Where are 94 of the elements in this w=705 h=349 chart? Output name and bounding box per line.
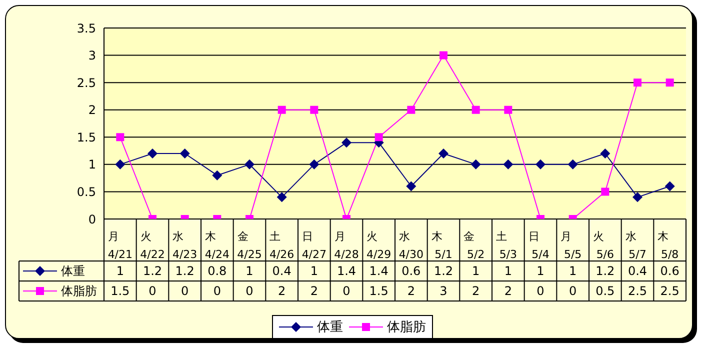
data-label: 0.6: [659, 263, 680, 280]
x-tick-label: 火 5/6: [593, 230, 614, 261]
data-label: 1: [536, 263, 546, 280]
point: [212, 170, 222, 180]
data-label: 1.2: [594, 263, 616, 280]
legend-label: 体重: [61, 262, 85, 280]
data-label: 0: [244, 283, 254, 300]
x-tick-label: 月 5/5: [560, 230, 582, 261]
data-label: 0: [568, 283, 578, 300]
point: [276, 192, 287, 202]
data-label: 1.5: [110, 283, 131, 300]
x-tick-label: 木 5/8: [658, 230, 679, 261]
point: [438, 148, 448, 159]
x-tick-label: 金 4/25: [237, 230, 262, 261]
data-label: 0: [180, 283, 190, 300]
x-tick-label: 金 5/2: [464, 230, 485, 261]
y-tick-label: 3: [88, 48, 96, 63]
x-tick-label: 火 4/29: [366, 230, 392, 261]
data-label: 0.8: [206, 263, 228, 280]
point: [601, 188, 610, 196]
y-tick-label: 2.5: [76, 76, 96, 90]
data-label: 1.4: [368, 263, 390, 280]
x-tick-label: 火 4/22: [140, 230, 165, 261]
x-tick-label: 木 5/1: [431, 230, 452, 261]
data-label: 0: [536, 283, 546, 300]
x-tick-label: 月 4/28: [334, 230, 359, 261]
y-tick-label: 2: [88, 103, 96, 118]
point: [148, 148, 158, 159]
data-label: 1.4: [336, 263, 358, 280]
point: [342, 138, 352, 148]
data-label: 1: [568, 263, 578, 280]
data-label: 2.5: [626, 283, 648, 300]
point: [180, 148, 190, 159]
data-label: 2: [309, 283, 319, 300]
point: [632, 192, 642, 202]
data-label: 1.2: [142, 263, 164, 280]
point: [568, 159, 578, 170]
x-tick-label: 土 4/26: [269, 230, 294, 261]
data-label: 2.5: [659, 283, 680, 300]
y-tick-label: 1.5: [76, 130, 96, 144]
x-tick-label: 日 4/27: [302, 230, 327, 261]
data-label: 0: [148, 283, 158, 300]
y-tick-label: 0.5: [76, 184, 96, 199]
point: [374, 133, 383, 142]
x-tick-label: 水 4/23: [172, 230, 198, 261]
data-label: 3: [438, 283, 448, 300]
x-tick-label: 木 4/24: [204, 230, 230, 261]
data-label: 0: [342, 283, 352, 300]
point: [666, 78, 674, 87]
data-label: 0.4: [626, 263, 648, 280]
point: [407, 106, 416, 114]
data-label: 1: [115, 263, 125, 280]
point: [244, 159, 254, 170]
point: [278, 106, 286, 114]
data-label: 2: [277, 283, 287, 300]
y-tick-label: 1: [88, 158, 96, 172]
data-label: 1: [503, 263, 513, 280]
x-tick-label: 月 4/21: [108, 230, 133, 261]
point: [472, 106, 480, 114]
x-tick-label: 水 4/30: [398, 230, 424, 261]
point: [309, 159, 320, 170]
x-tick-label: 日 5/4: [528, 230, 550, 261]
data-label: 1: [244, 263, 254, 280]
data-label: 2: [471, 283, 481, 300]
x-tick-label: 水 5/7: [625, 230, 646, 261]
legend-label: 体脂肪: [61, 282, 97, 300]
point: [116, 133, 124, 142]
data-label: 0.5: [594, 283, 616, 300]
data-label: 0.4: [271, 263, 292, 280]
data-label: 0.6: [400, 263, 422, 280]
point: [634, 78, 642, 87]
data-label: 1: [309, 263, 319, 280]
point: [536, 159, 546, 170]
point: [600, 148, 610, 159]
data-label: 2: [406, 283, 416, 300]
y-tick-label: 0: [88, 212, 96, 226]
point: [406, 181, 416, 192]
data-label: 1: [471, 263, 481, 280]
data-label: 1.5: [368, 283, 390, 300]
x-tick-label: 土 5/3: [496, 230, 518, 261]
data-label: 0: [212, 283, 222, 300]
point: [115, 159, 126, 170]
data-label: 1.2: [174, 263, 196, 280]
data-label: 1.2: [432, 263, 454, 280]
point: [504, 106, 512, 114]
data-label: 2: [503, 283, 513, 300]
point: [310, 106, 318, 114]
text: 体重: [317, 320, 343, 335]
point: [440, 51, 448, 60]
point: [503, 159, 514, 170]
text: 体脂肪: [387, 320, 426, 335]
y-tick-label: 3.5: [76, 21, 96, 36]
point: [664, 181, 675, 192]
point: [470, 159, 481, 170]
